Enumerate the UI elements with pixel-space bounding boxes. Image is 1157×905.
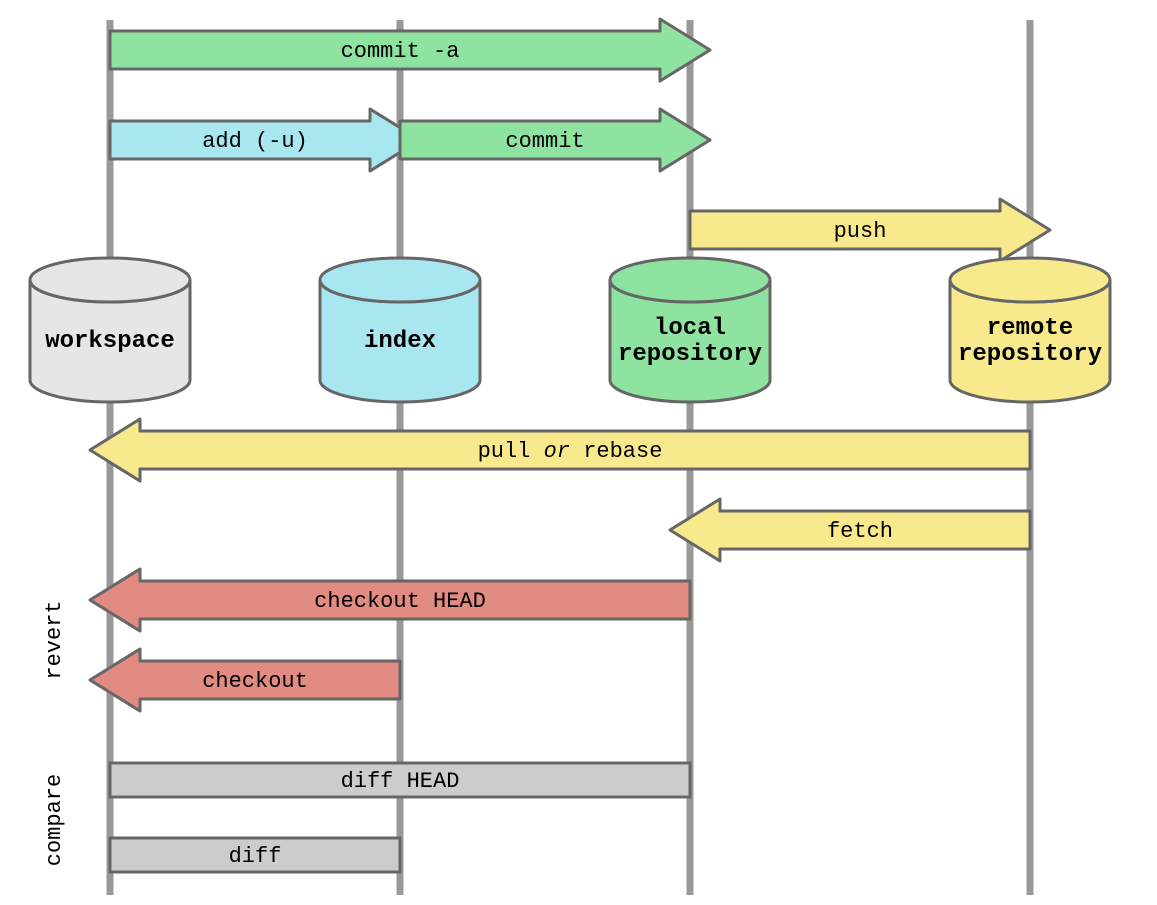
- cylinder-label-workspace: workspace: [45, 328, 175, 355]
- arrow-label-pull: pull or rebase: [478, 439, 663, 464]
- arrow-label-add: add (-u): [202, 129, 308, 154]
- arrow-label-push: push: [834, 219, 887, 244]
- bar-label-diff-head: diff HEAD: [341, 769, 460, 794]
- arrow-label-fetch: fetch: [827, 519, 893, 544]
- arrow-label-checkout-head: checkout HEAD: [314, 589, 486, 614]
- cylinder-remote: remoterepository: [950, 258, 1110, 402]
- cylinder-label-index: index: [364, 328, 436, 355]
- cylinder-local: localrepository: [610, 258, 770, 402]
- arrow-label-commit: commit: [505, 129, 584, 154]
- cylinder-workspace: workspace: [30, 258, 190, 402]
- cylinder-index: index: [320, 258, 480, 402]
- side-label-revert: revert: [42, 600, 67, 679]
- git-transport-diagram: commit -a add (-u) commit push pull or rebas…: [0, 0, 1157, 905]
- arrow-label-checkout: checkout: [202, 669, 308, 694]
- side-label-compare: compare: [42, 774, 67, 866]
- arrow-label-commit-a: commit -a: [341, 39, 460, 64]
- bar-label-diff: diff: [229, 844, 282, 869]
